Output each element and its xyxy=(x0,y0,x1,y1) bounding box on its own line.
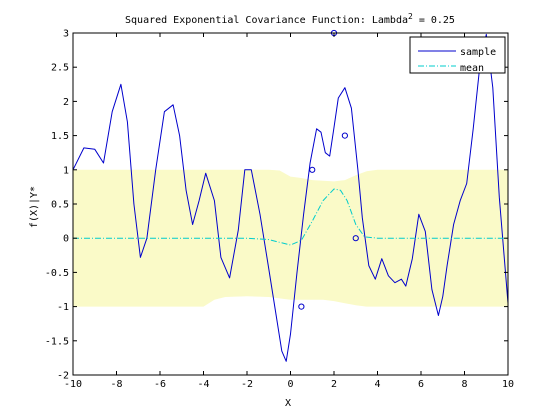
x-axis-label: X xyxy=(285,398,291,409)
y-tick-label: 0.5 xyxy=(51,200,69,211)
observation-point xyxy=(298,303,305,310)
x-tick-label: 4 xyxy=(374,379,380,390)
x-tick-label: -2 xyxy=(241,379,253,390)
x-tick-label: 2 xyxy=(331,379,337,390)
legend-box xyxy=(409,36,506,74)
y-tick-label: 1.5 xyxy=(51,131,69,142)
x-tick-label: -8 xyxy=(110,379,122,390)
chart-title-superscript: 2 xyxy=(408,12,413,21)
series-line-sample xyxy=(72,33,509,362)
y-tick-label: -2 xyxy=(57,371,69,382)
plot-area: -10 -8 -6 -4 -2 0 2 4 6 8 10 -2 -1.5 -1 -0.5 0 0.5 1 1.5 2 2… xyxy=(45,29,514,391)
chart-title-suffix: = 0.25 xyxy=(413,15,455,26)
observation-point xyxy=(352,235,359,242)
y-tick-label: 2 xyxy=(63,97,69,108)
y-tick-label: -0.5 xyxy=(45,268,69,279)
x-tick-label: 10 xyxy=(502,379,514,390)
confidence-band xyxy=(73,169,508,307)
x-tick-label: 0 xyxy=(287,379,293,390)
series-line-mean xyxy=(73,188,508,246)
legend: sample mean xyxy=(409,36,506,74)
y-tick-label: 1 xyxy=(63,165,69,176)
x-tick-label: -6 xyxy=(154,379,166,390)
ticks-layer: -10 -8 -6 -4 -2 0 2 4 6 8 10 -2 -1.5 -1 -0.5 0 0.5 1 1.5 2 2… xyxy=(45,29,514,391)
confidence-band-layer xyxy=(73,169,508,307)
observation-point xyxy=(309,166,316,173)
y-tick-label: -1.5 xyxy=(45,336,69,347)
observation-points xyxy=(298,29,359,310)
y-tick-label: -1 xyxy=(57,302,69,313)
y-tick-label: 2.5 xyxy=(51,63,69,74)
y-tick-label: 3 xyxy=(63,29,69,40)
x-tick-label: 6 xyxy=(418,379,424,390)
chart-title: Squared Exponential Covariance Function:… xyxy=(125,12,455,26)
series-layer xyxy=(72,33,509,362)
x-tick-label: -4 xyxy=(197,379,209,390)
observation-point xyxy=(341,132,348,139)
x-tick-label: -10 xyxy=(64,379,82,390)
legend-sample-label: sample xyxy=(460,47,496,58)
y-axis-label: f(X)|Y* xyxy=(29,186,40,228)
legend-mean-label: mean xyxy=(460,63,484,74)
y-tick-label: 0 xyxy=(63,234,69,245)
x-tick-label: 8 xyxy=(461,379,467,390)
